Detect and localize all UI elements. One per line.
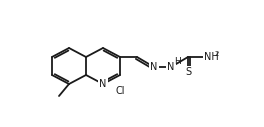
Text: Cl: Cl <box>115 86 125 96</box>
Text: NH: NH <box>204 52 219 62</box>
Text: H: H <box>175 57 181 66</box>
Text: N: N <box>167 62 175 72</box>
Text: N: N <box>150 62 158 72</box>
Text: 2: 2 <box>214 52 219 58</box>
Text: S: S <box>185 67 191 77</box>
Text: N: N <box>99 79 107 89</box>
